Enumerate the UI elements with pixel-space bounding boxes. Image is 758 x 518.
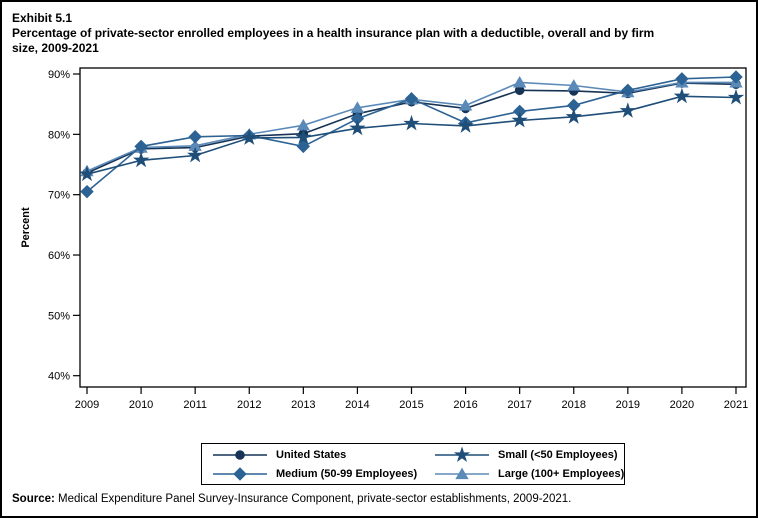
series-small-50-employees-star-marker (511, 111, 528, 128)
series-medium-50-99-employees-diamond-marker (729, 70, 743, 84)
x-tick-label: 2016 (453, 399, 477, 411)
source-text: Medical Expenditure Panel Survey-Insuran… (54, 493, 572, 505)
y-tick-label: 90% (48, 69, 70, 81)
series-small-50-employees-star-marker (349, 119, 366, 136)
series-small-50-employees-star-marker (565, 108, 582, 124)
series-medium-50-99-employees-diamond-marker (404, 92, 419, 106)
series-small-50-employees-star-marker (457, 117, 474, 133)
x-tick-label: 2014 (345, 399, 369, 411)
x-tick-label: 2020 (670, 399, 694, 411)
series-large-100-employees-triangle-marker (296, 118, 311, 131)
large-100-employees-legend-marker-icon (435, 467, 489, 479)
series-small-50-employees-star-marker (619, 102, 637, 118)
series-medium-50-99-employees-diamond-marker (296, 139, 311, 154)
series-small-50-employees-star-marker (403, 114, 420, 131)
x-tick-label: 2009 (75, 399, 99, 411)
legend-item-small-50-employees: Small (<50 Employees) (434, 446, 624, 463)
y-tick-label: 50% (48, 310, 70, 322)
series-small-50-employees-star-marker (727, 88, 745, 105)
chart-legend: United States Small (<50 Employees) Medium… (201, 443, 625, 485)
series-small-50-employees-star-marker (295, 128, 312, 145)
y-tick-label: 60% (48, 250, 70, 262)
series-small-50-employees-star-marker (673, 87, 691, 104)
chart-title-line1: Percentage of private-sector enrolled em… (12, 26, 655, 40)
series-medium-50-99-employees-diamond-marker (621, 83, 635, 97)
plot-frame (79, 67, 747, 388)
legend-item-large-100-employees: Large (100+ Employees) (434, 465, 624, 482)
series-line-small-50-employees (86, 95, 737, 175)
legend-item-united-states: United States (212, 446, 434, 463)
series-medium-50-99-employees-diamond-marker (675, 72, 689, 86)
x-tick-label: 2021 (724, 399, 748, 411)
x-tick-label: 2018 (562, 399, 586, 411)
x-tick-label: 2012 (237, 399, 261, 411)
united-states-legend-marker-icon (213, 449, 267, 460)
source-label: Source: (12, 493, 55, 505)
legend-label-small-50-employees: Small (<50 Employees) (498, 448, 618, 461)
chart-title-line2: size, 2009-2021 (12, 41, 99, 55)
y-tick-label: 80% (48, 129, 70, 141)
source-line: Source: Medical Expenditure Panel Survey… (12, 493, 571, 505)
x-tick-label: 2017 (507, 399, 531, 411)
small-50-employees-legend-marker-icon (435, 446, 489, 462)
series-small-50-employees-star-marker (132, 151, 150, 168)
x-tick-label: 2019 (616, 399, 640, 411)
y-tick-label: 70% (48, 190, 70, 202)
medium-50-99-employees-legend-marker-icon (213, 466, 267, 481)
series-small-50-employees-star-marker (78, 165, 96, 182)
y-tick-label: 40% (48, 371, 70, 383)
legend-label-large-100-employees: Large (100+ Employees) (498, 467, 625, 480)
x-tick-label: 2011 (183, 399, 207, 411)
series-small-50-employees-star-marker (241, 129, 258, 145)
series-large-100-employees-triangle-marker (567, 79, 581, 91)
series-large-100-employees-triangle-marker (458, 98, 473, 111)
series-medium-50-99-employees-diamond-marker (188, 130, 202, 144)
title-block: Exhibit 5.1 Percentage of private-sector… (12, 11, 754, 56)
legend-label-united-states: United States (276, 448, 347, 461)
x-tick-label: 2013 (291, 399, 315, 411)
legend-label-medium-50-99-employees: Medium (50-99 Employees) (276, 467, 418, 480)
y-axis-title: Percent (20, 207, 32, 248)
series-small-50-employees-star-marker (186, 146, 204, 163)
series-large-100-employees-triangle-marker (512, 76, 527, 88)
exhibit-label: Exhibit 5.1 (12, 11, 73, 25)
x-tick-label: 2015 (399, 399, 423, 411)
x-tick-label: 2010 (129, 399, 153, 411)
legend-item-medium-50-99-employees: Medium (50-99 Employees) (212, 465, 434, 482)
series-medium-50-99-employees-diamond-marker (80, 184, 94, 199)
